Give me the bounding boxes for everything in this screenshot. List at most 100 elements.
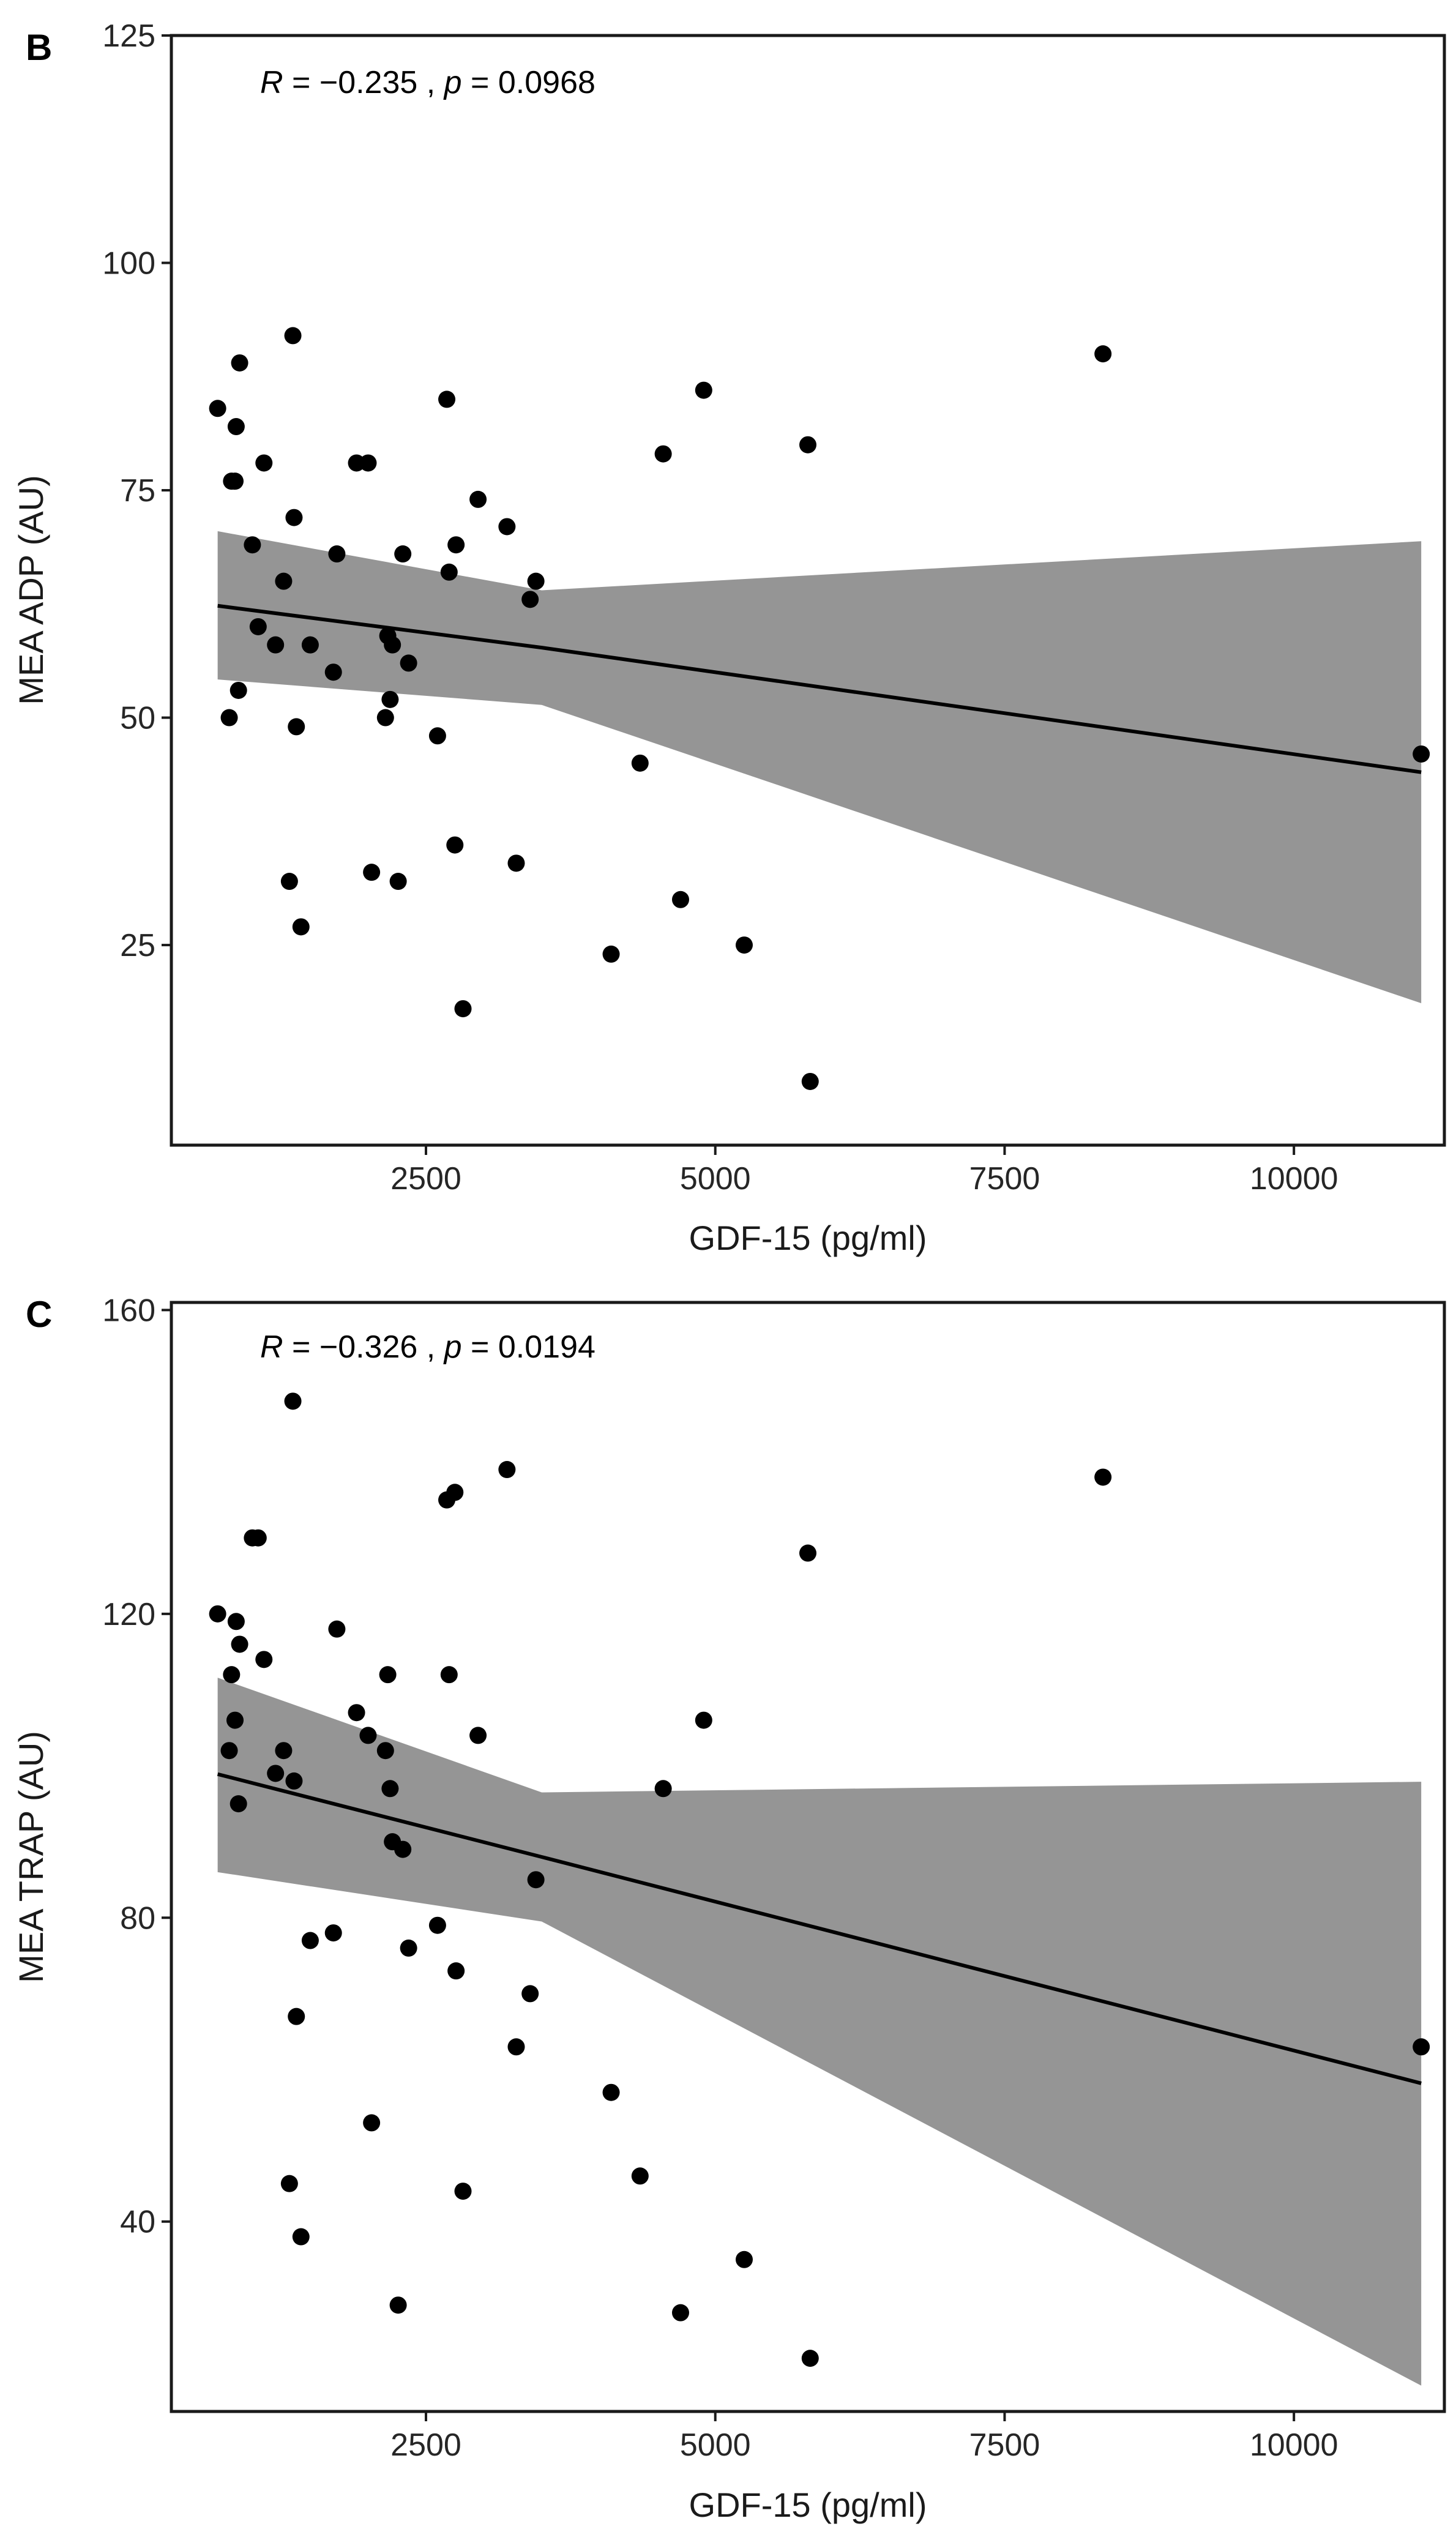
x-tick-label: 2500 — [390, 2427, 461, 2463]
data-point — [654, 1780, 672, 1798]
data-point — [394, 545, 412, 563]
y-axis: 40 80 120 160 — [102, 1293, 171, 2240]
data-point — [400, 1939, 417, 1957]
data-point — [220, 1742, 238, 1760]
regression-line — [217, 603, 1422, 774]
plot-frame — [170, 1301, 1446, 2413]
data-point — [376, 1742, 394, 1760]
data-point — [521, 591, 539, 608]
data-point — [209, 400, 226, 417]
data-point — [695, 1711, 712, 1729]
data-point — [275, 1742, 293, 1760]
data-point — [301, 636, 319, 654]
panel-c: C 40 80 120 160 2500 5000 7500 10000 R = −0.32… — [12, 1293, 1446, 2524]
data-point — [400, 654, 417, 672]
correlation-annotation: R = −0.326 , p = 0.0194 — [260, 1329, 595, 1365]
regression-line — [217, 1772, 1422, 2085]
data-point — [255, 1651, 273, 1668]
data-point — [275, 572, 293, 590]
plot-frame — [170, 34, 1446, 1147]
data-point — [631, 2167, 649, 2185]
data-point — [454, 1000, 472, 1018]
y-tick-label: 25 — [120, 928, 155, 963]
x-tick-label: 10000 — [1250, 2427, 1338, 2463]
data-point — [389, 873, 407, 891]
data-point — [379, 1666, 397, 1684]
data-point — [801, 1072, 819, 1090]
confidence-band — [217, 531, 1422, 1004]
panel-b: B 25 50 75 100 125 2500 5000 7500 10000 R = −0.… — [12, 18, 1446, 1257]
x-tick-label: 10000 — [1250, 1161, 1338, 1197]
y-tick-label: 160 — [102, 1293, 155, 1328]
data-point — [381, 690, 399, 708]
data-point — [1094, 345, 1112, 363]
data-point — [394, 1840, 412, 1858]
data-point — [223, 1666, 241, 1684]
data-point — [695, 381, 712, 399]
data-point — [231, 354, 248, 372]
panel-label: B — [26, 27, 52, 68]
confidence-band-group — [217, 1678, 1422, 2386]
data-point — [602, 2083, 620, 2101]
data-point — [244, 536, 261, 554]
confidence-band-group — [217, 531, 1422, 1004]
data-point — [447, 1962, 465, 1980]
y-tick-label: 100 — [102, 246, 155, 282]
x-axis: 2500 5000 7500 10000 — [390, 2411, 1338, 2463]
data-point — [249, 1529, 267, 1547]
data-point — [363, 864, 381, 881]
data-point — [284, 1392, 302, 1410]
data-point — [498, 518, 516, 536]
data-point — [292, 918, 310, 936]
data-point — [654, 445, 672, 463]
data-point — [1413, 2038, 1430, 2056]
data-point — [267, 636, 285, 654]
data-point — [249, 618, 267, 635]
data-point — [521, 1985, 539, 2003]
data-point — [359, 454, 377, 472]
data-point — [498, 1461, 516, 1479]
data-point — [447, 536, 465, 554]
data-point — [363, 2114, 381, 2132]
y-tick-label: 75 — [120, 473, 155, 509]
data-point — [736, 936, 753, 954]
x-axis-title: GDF-15 (pg/ml) — [689, 2486, 927, 2524]
y-tick-label: 125 — [102, 18, 155, 54]
x-tick-label: 7500 — [969, 1161, 1040, 1197]
y-tick-label: 80 — [120, 1900, 155, 1936]
data-point — [446, 1484, 464, 1501]
data-point — [389, 2296, 407, 2314]
data-point — [230, 681, 247, 699]
data-point — [267, 1765, 285, 1782]
data-point — [428, 1916, 446, 1934]
data-point — [359, 1727, 377, 1744]
data-point — [226, 1711, 244, 1729]
data-point — [507, 854, 525, 872]
data-point — [469, 490, 487, 508]
data-point — [209, 1605, 226, 1623]
data-point — [384, 636, 401, 654]
x-tick-label: 5000 — [680, 2427, 751, 2463]
regression-line-group — [217, 1772, 1422, 2085]
data-point — [469, 1727, 487, 1744]
data-point — [527, 572, 545, 590]
x-tick-label: 2500 — [390, 1161, 461, 1197]
data-point — [328, 545, 346, 563]
data-point — [381, 1780, 399, 1798]
correlation-annotation: R = −0.235 , p = 0.0968 — [260, 65, 595, 100]
data-point — [672, 891, 689, 908]
data-point — [631, 754, 649, 772]
data-point — [799, 436, 816, 454]
data-point — [440, 563, 458, 581]
y-tick-label: 50 — [120, 701, 155, 736]
data-point — [292, 2228, 310, 2246]
data-point — [227, 418, 245, 436]
data-point — [301, 1932, 319, 1949]
x-tick-label: 7500 — [969, 2427, 1040, 2463]
data-point — [324, 663, 342, 681]
x-tick-label: 5000 — [680, 1161, 751, 1197]
data-point — [231, 1635, 248, 1653]
data-point — [440, 1666, 458, 1684]
scatter-points — [209, 327, 1430, 1090]
